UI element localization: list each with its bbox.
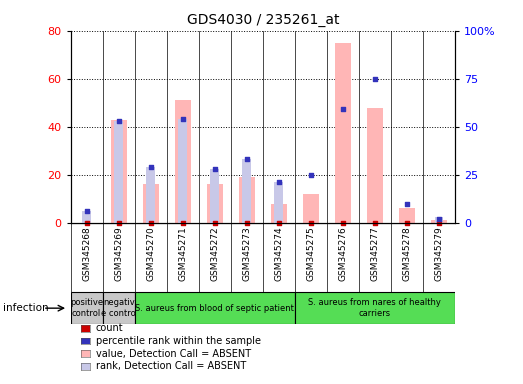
Bar [175, 100, 191, 223]
Point [339, 220, 347, 226]
Text: GSM345273: GSM345273 [242, 226, 251, 281]
Bar [114, 121, 123, 223]
Point [371, 76, 379, 82]
Title: GDS4030 / 235261_at: GDS4030 / 235261_at [187, 13, 339, 27]
Bar [303, 194, 319, 223]
Point [83, 220, 91, 226]
Point [403, 220, 411, 226]
Bar [71, 292, 103, 324]
Bar [295, 292, 455, 324]
Bar [335, 43, 351, 223]
Text: GSM345278: GSM345278 [403, 226, 412, 281]
Point [403, 200, 411, 207]
Bar [275, 182, 283, 223]
Point [178, 220, 187, 226]
Text: count: count [96, 323, 123, 333]
Text: GSM345277: GSM345277 [370, 226, 379, 281]
Text: GSM345271: GSM345271 [178, 226, 187, 281]
Text: percentile rank within the sample: percentile rank within the sample [96, 336, 260, 346]
Text: S. aureus from nares of healthy
carriers: S. aureus from nares of healthy carriers [309, 298, 441, 318]
Text: GSM345272: GSM345272 [210, 226, 219, 281]
Bar [135, 292, 295, 324]
Bar [111, 119, 127, 223]
Point [275, 220, 283, 226]
Text: S. aureus from blood of septic patient: S. aureus from blood of septic patient [135, 304, 294, 313]
Text: GSM345276: GSM345276 [338, 226, 347, 281]
Point [211, 220, 219, 226]
Bar [242, 159, 251, 223]
Text: GSM345275: GSM345275 [306, 226, 315, 281]
Bar [431, 220, 447, 223]
Point [115, 118, 123, 124]
Text: negativ
e contro: negativ e contro [101, 298, 136, 318]
Point [211, 166, 219, 172]
Bar [239, 177, 255, 223]
Text: value, Detection Call = ABSENT: value, Detection Call = ABSENT [96, 349, 251, 359]
Point [83, 208, 91, 214]
Point [243, 220, 251, 226]
Point [371, 220, 379, 226]
Text: GSM345274: GSM345274 [275, 226, 283, 281]
Bar [367, 108, 383, 223]
Point [435, 220, 443, 226]
Bar [435, 217, 444, 223]
Point [339, 106, 347, 113]
Bar [146, 167, 155, 223]
Point [306, 220, 315, 226]
Bar [103, 292, 135, 324]
Text: positive
control: positive control [70, 298, 103, 318]
Bar [143, 184, 158, 223]
Point [243, 156, 251, 162]
Text: GSM345270: GSM345270 [146, 226, 155, 281]
Point [146, 220, 155, 226]
Text: infection: infection [3, 303, 48, 313]
Point [435, 216, 443, 222]
Point [275, 179, 283, 185]
Bar [271, 204, 287, 223]
Text: rank, Detection Call = ABSENT: rank, Detection Call = ABSENT [96, 361, 246, 371]
Text: GSM345268: GSM345268 [82, 226, 91, 281]
Point [306, 172, 315, 178]
Point [146, 164, 155, 170]
Text: GSM345269: GSM345269 [114, 226, 123, 281]
Text: GSM345279: GSM345279 [435, 226, 444, 281]
Bar [207, 184, 223, 223]
Point [115, 220, 123, 226]
Bar [82, 211, 91, 223]
Bar [399, 208, 415, 223]
Point [178, 116, 187, 122]
Bar [178, 119, 187, 223]
Bar [210, 169, 219, 223]
